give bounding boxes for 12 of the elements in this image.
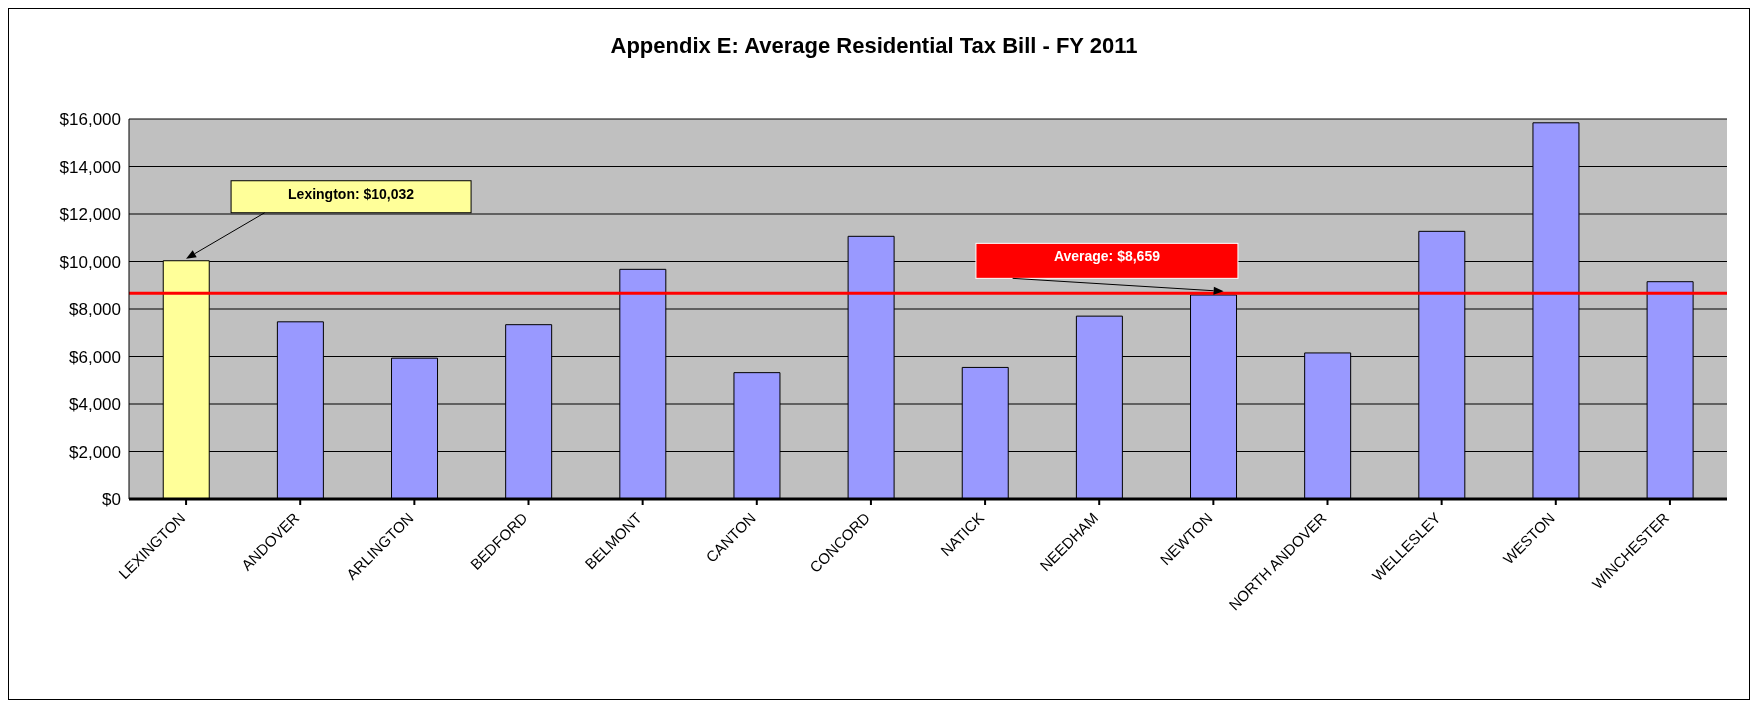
annotation: Lexington: $10,032 [288, 185, 415, 202]
y-tick-label: $10,000 [59, 252, 121, 272]
y-tick-label: $4,000 [69, 395, 121, 415]
y-tick-label: $14,000 [59, 157, 121, 177]
y-tick-label: $0 [102, 490, 121, 510]
y-tick-label: $2,000 [69, 442, 121, 462]
y-tick-label: $6,000 [69, 347, 121, 367]
y-tick-label: $8,000 [69, 300, 121, 320]
ref-line-label: Average: $8,659 [1053, 248, 1161, 265]
y-tick-label: $16,000 [59, 110, 121, 130]
chart-title: Appendix E: Average Residential Tax Bill - FY 2011 [609, 33, 1139, 59]
y-tick-label: $12,000 [59, 205, 121, 225]
